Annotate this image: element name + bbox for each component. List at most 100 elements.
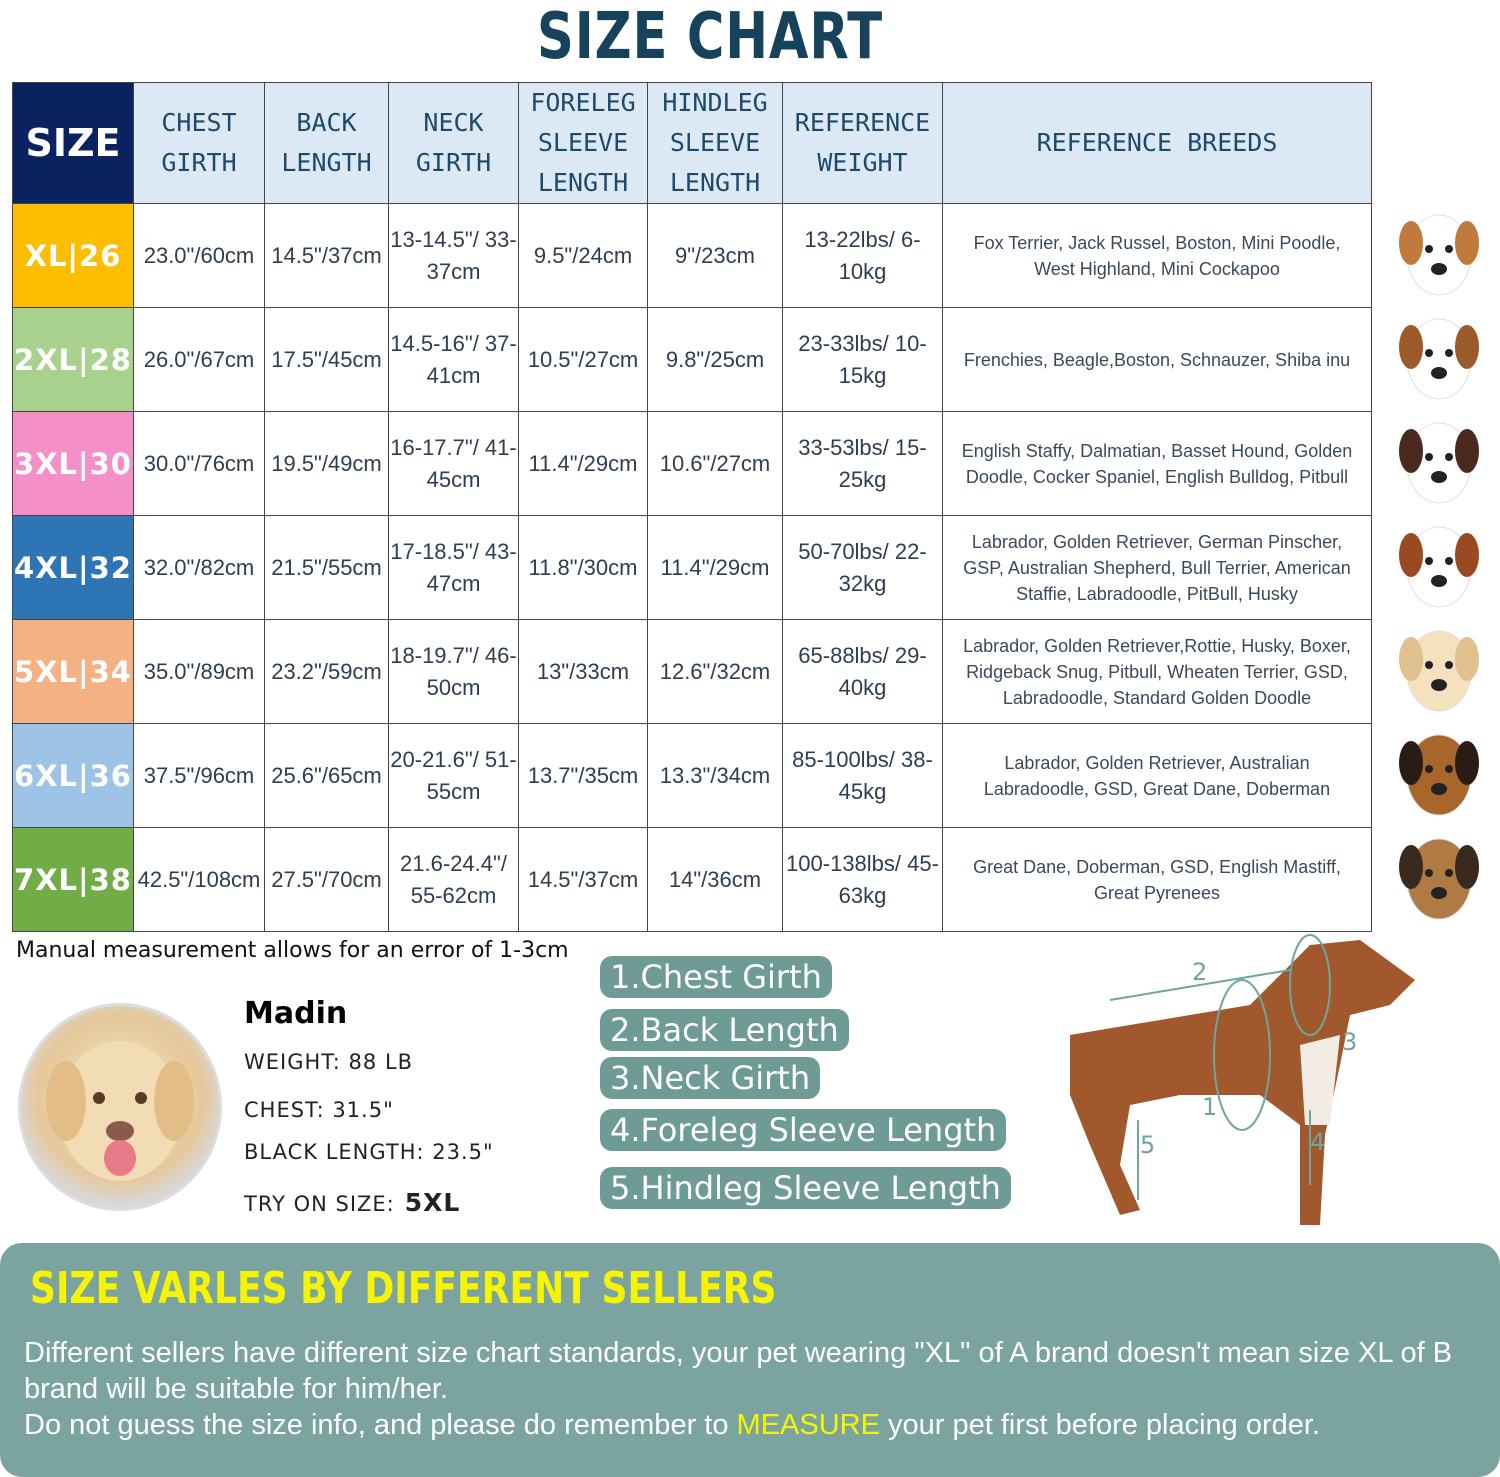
size-row: 2XL|28 26.0"/67cm 17.5"/45cm 14.5-16"/ 37-4…: [12, 307, 1372, 412]
size-label: 7XL|38: [12, 827, 134, 932]
size-row: 7XL|38 42.5"/108cm 27.5"/70cm 21.6-24.4"/ 5…: [12, 827, 1372, 932]
cell-breeds: Labrador, Golden Retriever, German Pinsc…: [942, 515, 1372, 620]
cell-back: 21.5"/55cm: [264, 515, 389, 620]
cell-weight: 65-88lbs/ 29-40kg: [782, 619, 943, 724]
header-size: SIZE: [12, 82, 134, 204]
diagram-label-4: 4: [1310, 1128, 1325, 1156]
panel-text: Different sellers have different size ch…: [24, 1335, 1494, 1443]
size-chart-table: SIZE CHEST GIRTH BACK LENGTH NECK GIRTH …: [12, 82, 1372, 932]
cell-chest: 37.5"/96cm: [133, 723, 265, 828]
model-chest: CHEST: 31.5": [244, 1098, 394, 1122]
panel-line-1: Different sellers have different size ch…: [24, 1337, 1453, 1405]
cell-neck: 16-17.7"/ 41-45cm: [388, 411, 519, 516]
measure-foreleg: 4.Foreleg Sleeve Length: [600, 1109, 1007, 1151]
cell-hindleg: 11.4"/29cm: [647, 515, 783, 620]
panel-line-2: Do not guess the size info, and please d…: [24, 1407, 1494, 1443]
try-size-label: TRY ON SIZE:: [244, 1192, 395, 1216]
header-hindleg: HINDLEG SLEEVE LENGTH: [647, 82, 783, 204]
cell-foreleg: 11.8"/30cm: [518, 515, 648, 620]
cell-foreleg: 10.5"/27cm: [518, 307, 648, 412]
cell-weight: 100-138lbs/ 45-63kg: [782, 827, 943, 932]
cell-hindleg: 13.3"/34cm: [647, 723, 783, 828]
jack-russell-photo: [1378, 201, 1500, 305]
measurement-diagram-dog: 1 2 3 4 5: [1070, 934, 1415, 1225]
cell-breeds: Labrador, Golden Retriever, Australian L…: [942, 723, 1372, 828]
size-row: XL|26 23.0"/60cm 14.5"/37cm 13-14.5"/ 33-37…: [12, 203, 1372, 308]
size-label: 2XL|28: [12, 307, 134, 412]
page-title: SIZE CHART: [537, 0, 883, 74]
header-foreleg: FORELEG SLEEVE LENGTH: [518, 82, 648, 204]
cell-hindleg: 9"/23cm: [647, 203, 783, 308]
breed-photos: [1378, 201, 1500, 929]
cell-breeds: English Staffy, Dalmatian, Basset Hound,…: [942, 411, 1372, 516]
size-row: 4XL|32 32.0"/82cm 21.5"/55cm 17-18.5"/ 43-4…: [12, 515, 1372, 620]
cell-neck: 17-18.5"/ 43-47cm: [388, 515, 519, 620]
cell-chest: 42.5"/108cm: [133, 827, 265, 932]
cell-back: 23.2"/59cm: [264, 619, 389, 724]
cell-chest: 30.0"/76cm: [133, 411, 265, 516]
header-weight: REFERENCE WEIGHT: [782, 82, 943, 204]
cell-breeds: Fox Terrier, Jack Russel, Boston, Mini P…: [942, 203, 1372, 308]
labrador-photo: [1378, 617, 1500, 721]
cell-foreleg: 13"/33cm: [518, 619, 648, 724]
seller-warning-panel: SIZE VARLES BY DIFFERENT SELLERS Differe…: [0, 1243, 1500, 1477]
size-row: 3XL|30 30.0"/76cm 19.5"/49cm 16-17.7"/ 41-4…: [12, 411, 1372, 516]
model-weight: WEIGHT: 88 LB: [244, 1050, 414, 1074]
size-row: 5XL|34 35.0"/89cm 23.2"/59cm 18-19.7"/ 46-5…: [12, 619, 1372, 724]
header-back: BACK LENGTH: [264, 82, 389, 204]
header-neck: NECK GIRTH: [388, 82, 519, 204]
staffie-photo: [1378, 513, 1500, 617]
cell-weight: 23-33lbs/ 10-15kg: [782, 307, 943, 412]
panel-title: SIZE VARLES BY DIFFERENT SELLERS: [30, 1263, 777, 1314]
header-breeds: REFERENCE BREEDS: [942, 82, 1372, 204]
size-label: 3XL|30: [12, 411, 134, 516]
cell-chest: 23.0"/60cm: [133, 203, 265, 308]
measure-hindleg: 5.Hindleg Sleeve Length: [600, 1167, 1011, 1209]
cell-back: 17.5"/45cm: [264, 307, 389, 412]
size-label: 6XL|36: [12, 723, 134, 828]
cell-weight: 50-70lbs/ 22-32kg: [782, 515, 943, 620]
diagram-label-2: 2: [1192, 958, 1207, 986]
cell-back: 19.5"/49cm: [264, 411, 389, 516]
size-label: 5XL|34: [12, 619, 134, 724]
german-shepherd-photo: [1378, 721, 1500, 825]
cell-neck: 13-14.5"/ 33-37cm: [388, 203, 519, 308]
cell-chest: 32.0"/82cm: [133, 515, 265, 620]
measure-back-length: 2.Back Length: [600, 1009, 849, 1051]
measure-neck-girth: 3.Neck Girth: [600, 1057, 821, 1099]
panel-line-2-post: your pet first before placing order.: [879, 1409, 1321, 1441]
dalmatian-photo: [1378, 409, 1500, 513]
cell-hindleg: 10.6"/27cm: [647, 411, 783, 516]
cell-weight: 13-22lbs/ 6-10kg: [782, 203, 943, 308]
diagram-label-3: 3: [1342, 1028, 1357, 1056]
cell-neck: 20-21.6"/ 51-55cm: [388, 723, 519, 828]
cell-weight: 33-53lbs/ 15-25kg: [782, 411, 943, 516]
cell-hindleg: 12.6"/32cm: [647, 619, 783, 724]
cell-hindleg: 14"/36cm: [647, 827, 783, 932]
cell-breeds: Labrador, Golden Retriever,Rottie, Husky…: [942, 619, 1372, 724]
cell-neck: 14.5-16"/ 37-41cm: [388, 307, 519, 412]
size-label: XL|26: [12, 203, 134, 308]
size-row: 6XL|36 37.5"/96cm 25.6"/65cm 20-21.6"/ 51-5…: [12, 723, 1372, 828]
cell-foreleg: 13.7"/35cm: [518, 723, 648, 828]
cell-chest: 26.0"/67cm: [133, 307, 265, 412]
cell-back: 14.5"/37cm: [264, 203, 389, 308]
cell-foreleg: 14.5"/37cm: [518, 827, 648, 932]
diagram-label-1: 1: [1202, 1093, 1217, 1121]
size-label: 4XL|32: [12, 515, 134, 620]
cell-back: 25.6"/65cm: [264, 723, 389, 828]
cell-neck: 18-19.7"/ 46-50cm: [388, 619, 519, 724]
cell-foreleg: 9.5"/24cm: [518, 203, 648, 308]
header-chest: CHEST GIRTH: [133, 82, 265, 204]
measure-chest-girth: 1.Chest Girth: [600, 956, 832, 998]
cell-chest: 35.0"/89cm: [133, 619, 265, 724]
mastiff-photo: [1378, 825, 1500, 929]
model-name: Madin: [244, 996, 348, 1031]
model-dog-photo: [18, 1003, 222, 1211]
cell-hindleg: 9.8"/25cm: [647, 307, 783, 412]
cell-weight: 85-100lbs/ 38-45kg: [782, 723, 943, 828]
cell-back: 27.5"/70cm: [264, 827, 389, 932]
model-length: BLACK LENGTH: 23.5": [244, 1140, 494, 1164]
cell-breeds: Frenchies, Beagle,Boston, Schnauzer, Shi…: [942, 307, 1372, 412]
measurement-note: Manual measurement allows for an error o…: [16, 938, 569, 963]
